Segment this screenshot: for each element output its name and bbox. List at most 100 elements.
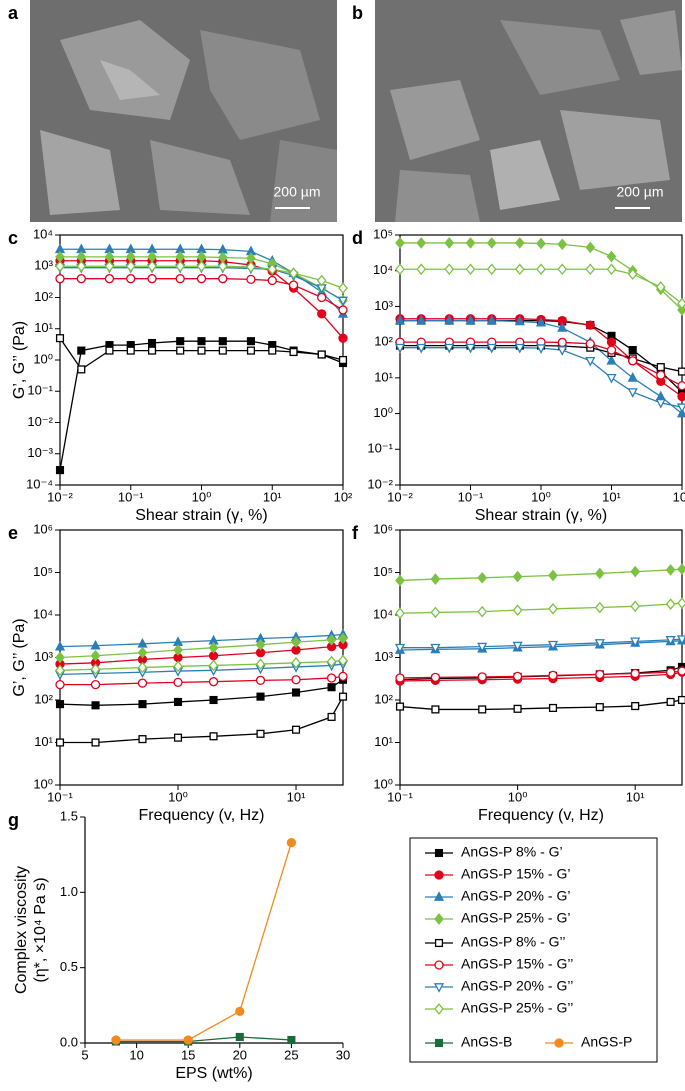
marker <box>536 263 546 276</box>
marker <box>327 712 336 721</box>
x-tick-label: 15 <box>181 1047 195 1062</box>
marker <box>606 263 617 276</box>
marker <box>677 381 685 391</box>
y-tick-label: 0.5 <box>60 959 78 974</box>
marker <box>477 571 488 584</box>
x-tick-label: 10⁰ <box>531 489 551 504</box>
x-tick-label: 10⁻¹ <box>118 489 144 504</box>
marker <box>255 658 266 670</box>
marker <box>90 649 101 662</box>
marker <box>173 660 183 673</box>
marker <box>246 261 256 273</box>
legend-label: AnGS-P 15% - G’ <box>461 866 570 882</box>
marker <box>416 314 427 325</box>
marker <box>394 643 406 654</box>
marker <box>217 260 228 273</box>
marker <box>288 280 299 290</box>
marker <box>126 346 135 355</box>
marker <box>76 274 86 284</box>
marker <box>183 1035 193 1045</box>
marker <box>175 274 185 284</box>
marker <box>138 700 147 709</box>
y-tick-label: 10⁰ <box>33 776 53 791</box>
marker <box>147 260 157 273</box>
series-line: AnGS-P 8% - G’ <box>59 679 344 706</box>
series-line: AnGS-P 8% - G’ <box>400 319 683 393</box>
marker <box>628 346 637 355</box>
marker <box>585 356 596 367</box>
marker <box>416 263 427 276</box>
marker <box>291 636 301 648</box>
marker <box>676 407 685 418</box>
marker <box>548 569 558 582</box>
x-tick-label: 30 <box>336 1047 350 1062</box>
sem-image-a <box>30 0 337 222</box>
legend-label: AnGS-P 8% - G’ <box>461 844 563 860</box>
marker <box>512 604 523 616</box>
y-tick-label: 10¹ <box>34 320 53 335</box>
plot-frame <box>59 529 344 786</box>
marker <box>55 679 65 690</box>
marker <box>55 334 65 343</box>
marker <box>434 1038 444 1048</box>
legend-label: AnGS-P 8% - G’’ <box>461 934 566 950</box>
legend-label: AnGS-P 25% - G’’ <box>461 1000 573 1016</box>
marker <box>394 314 406 325</box>
series-line: AnGS-P 15% - G’ <box>59 644 344 665</box>
x-axis-label: Frequency (v, Hz) <box>478 807 604 824</box>
y-axis-label: (η*, ×10⁴ Pa s) <box>32 877 49 982</box>
y-tick-label: 0.0 <box>60 1034 78 1049</box>
marker <box>630 565 641 578</box>
y-tick-label: 10⁵ <box>373 564 393 579</box>
marker <box>557 238 568 251</box>
marker <box>256 729 265 738</box>
marker <box>554 1038 564 1048</box>
y-tick-label: 10⁻² <box>27 414 53 429</box>
y-tick-label: 10⁴ <box>373 262 393 277</box>
marker <box>665 598 676 610</box>
marker <box>338 333 348 343</box>
marker <box>209 695 218 705</box>
marker <box>317 350 326 359</box>
y-tick-label: 10⁻³ <box>27 445 53 460</box>
y-tick-label: 10² <box>374 691 393 706</box>
y-tick-label: 10² <box>374 334 393 349</box>
y-tick-label: 10⁶ <box>373 521 393 536</box>
y-tick-label: 10⁴ <box>33 606 53 621</box>
series-line <box>115 842 293 1041</box>
marker <box>235 1006 245 1017</box>
marker <box>395 607 405 620</box>
marker <box>246 337 256 346</box>
y-tick-label: 10⁻² <box>367 476 393 491</box>
legend-entry: AnGS-P <box>545 1034 632 1050</box>
y-tick-label: 10⁰ <box>373 405 393 420</box>
marker <box>512 671 523 682</box>
marker <box>327 683 336 692</box>
marker <box>173 644 183 656</box>
marker <box>291 656 301 669</box>
marker <box>594 601 605 614</box>
marker <box>627 388 638 398</box>
marker <box>477 672 487 682</box>
marker <box>627 372 638 382</box>
marker <box>76 260 87 273</box>
marker <box>627 268 638 280</box>
marker <box>326 673 337 683</box>
panel-letter: f <box>352 523 359 543</box>
x-tick-label: 25 <box>284 1047 298 1062</box>
marker <box>677 391 685 402</box>
marker <box>395 673 405 683</box>
marker <box>55 738 65 747</box>
marker <box>267 275 277 286</box>
marker <box>434 938 444 948</box>
marker <box>173 677 183 688</box>
marker <box>595 669 605 680</box>
y-tick-label: 10⁵ <box>33 564 53 579</box>
marker <box>430 573 441 585</box>
y-tick-label: 10² <box>34 691 53 706</box>
series-line <box>59 340 344 471</box>
marker <box>90 663 101 676</box>
marker <box>444 314 455 325</box>
